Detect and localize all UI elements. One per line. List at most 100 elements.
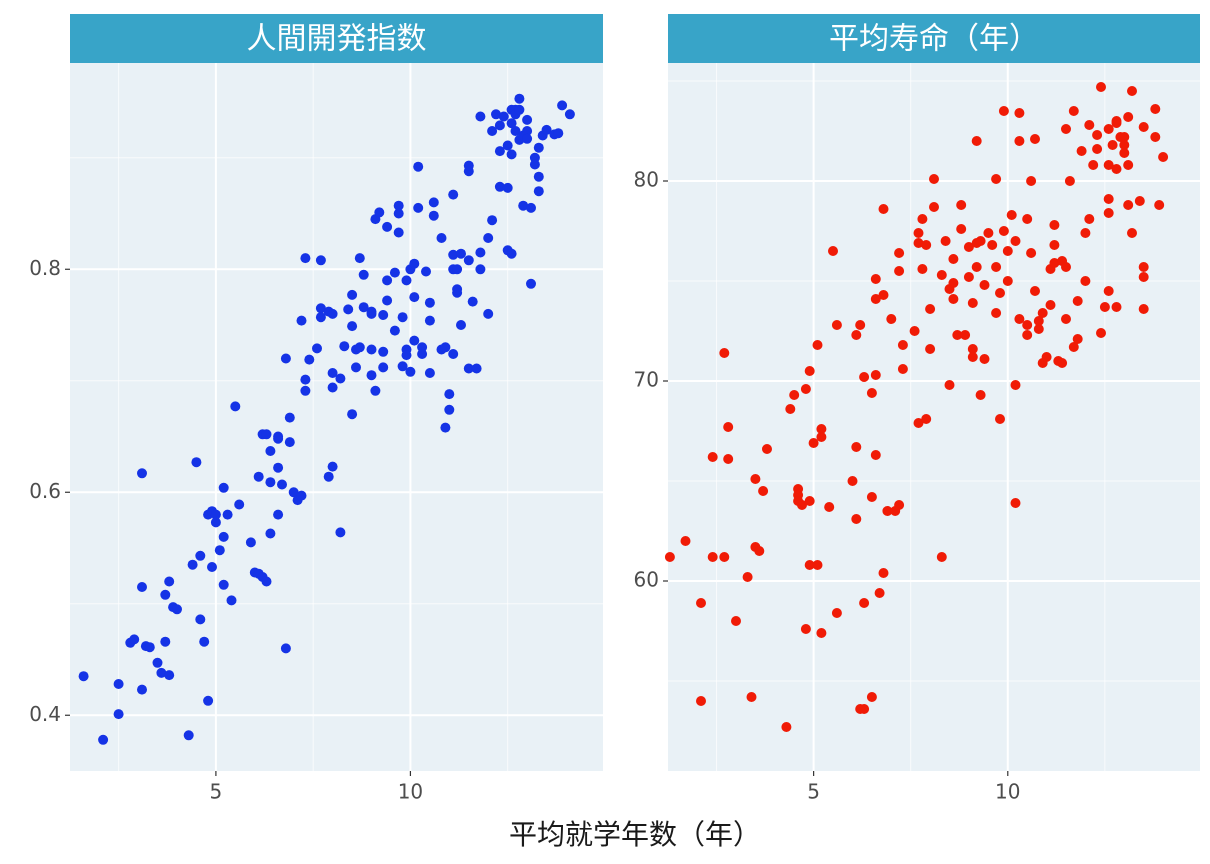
scatter-point-life-expectancy [816, 432, 827, 442]
scatter-point-life-expectancy [696, 696, 706, 706]
scatter-point-hdi [533, 171, 544, 182]
scatter-point-life-expectancy [925, 344, 936, 354]
scatter-point-hdi [222, 509, 233, 520]
scatter-point-life-expectancy [975, 390, 986, 400]
scatter-point-life-expectancy [1138, 122, 1149, 132]
scatter-point-hdi [172, 604, 182, 615]
scatter-point-life-expectancy [913, 238, 924, 248]
scatter-point-life-expectancy [1049, 258, 1060, 268]
scatter-point-life-expectancy [1119, 140, 1130, 150]
scatter-point-life-expectancy [781, 722, 792, 732]
scatter-point-life-expectancy [742, 572, 753, 582]
scatter-point-life-expectancy [1002, 276, 1013, 286]
scatter-point-hdi [452, 284, 463, 295]
scatter-point-hdi [144, 642, 155, 653]
scatter-point-hdi [401, 275, 412, 286]
scatter-point-life-expectancy [1033, 324, 1044, 334]
scatter-point-life-expectancy [828, 246, 838, 256]
scatter-point-life-expectancy [1127, 228, 1137, 238]
scatter-point-life-expectancy [1111, 164, 1122, 174]
scatter-point-life-expectancy [878, 204, 889, 214]
scatter-point-hdi [533, 186, 544, 197]
scatter-point-hdi [389, 325, 400, 336]
scatter-point-life-expectancy [967, 298, 978, 308]
scatter-point-hdi [191, 457, 202, 468]
scatter-point-life-expectancy [1045, 300, 1056, 310]
scatter-point-hdi [491, 109, 501, 120]
scatter-point-hdi [358, 302, 369, 313]
scatter-point-life-expectancy [680, 536, 691, 546]
scatter-point-hdi [518, 200, 529, 211]
scatter-point-hdi [514, 104, 525, 115]
scatter-point-hdi [280, 353, 291, 364]
scatter-point-life-expectancy [1103, 208, 1114, 218]
scatter-point-life-expectancy [1022, 214, 1033, 224]
scatter-point-hdi [409, 292, 420, 303]
scatter-point-life-expectancy [894, 266, 905, 276]
scatter-point-life-expectancy [917, 264, 928, 274]
y-tick-label: 0.4 [29, 702, 61, 726]
scatter-point-hdi [456, 320, 466, 330]
scatter-point-hdi [347, 321, 358, 332]
scatter-point-hdi [389, 267, 400, 278]
scatter-point-hdi [210, 509, 221, 520]
scatter-point-hdi [315, 303, 326, 314]
panel-background-hdi [70, 63, 603, 771]
scatter-point-life-expectancy [1119, 148, 1130, 158]
scatter-point-life-expectancy [804, 366, 815, 376]
scatter-point-hdi [366, 344, 377, 355]
scatter-point-life-expectancy [1030, 286, 1040, 296]
scatter-point-life-expectancy [967, 352, 978, 362]
scatter-point-life-expectancy [866, 492, 877, 502]
scatter-point-hdi [428, 197, 439, 208]
scatter-point-life-expectancy [1010, 498, 1021, 508]
scatter-point-life-expectancy [882, 506, 893, 516]
scatter-point-hdi [351, 362, 361, 373]
scatter-point-hdi [183, 730, 194, 741]
scatter-point-life-expectancy [762, 444, 772, 454]
scatter-point-life-expectancy [1022, 320, 1033, 330]
scatter-point-hdi [409, 258, 420, 269]
scatter-point-life-expectancy [1150, 132, 1161, 142]
scatter-point-life-expectancy [804, 560, 815, 570]
scatter-point-hdi [448, 189, 459, 200]
scatter-point-life-expectancy [886, 314, 897, 324]
scatter-point-life-expectancy [866, 388, 877, 398]
scatter-point-hdi [335, 527, 346, 538]
scatter-point-hdi [382, 295, 393, 306]
scatter-point-life-expectancy [1026, 248, 1037, 258]
scatter-point-hdi [506, 118, 517, 129]
scatter-point-life-expectancy [878, 290, 889, 300]
scatter-point-hdi [129, 634, 140, 645]
scatter-point-life-expectancy [1033, 316, 1044, 326]
points-life-expectancy [664, 82, 1169, 732]
scatter-point-life-expectancy [723, 422, 734, 432]
scatter-point-life-expectancy [971, 136, 982, 146]
scatter-point-hdi [475, 111, 486, 122]
scatter-point-hdi [393, 208, 404, 219]
scatter-point-life-expectancy [808, 438, 819, 448]
scatter-point-hdi [265, 477, 276, 488]
scatter-point-life-expectancy [1134, 196, 1145, 206]
scatter-point-hdi [164, 670, 175, 681]
scatter-point-hdi [113, 679, 124, 689]
scatter-point-hdi [218, 482, 229, 493]
scatter-point-hdi [526, 278, 536, 289]
scatter-point-hdi [498, 111, 509, 122]
scatter-point-hdi [164, 576, 175, 587]
scatter-point-hdi [300, 253, 311, 264]
scatter-point-hdi [265, 446, 276, 456]
scatter-point-hdi [475, 264, 486, 275]
scatter-point-life-expectancy [1061, 262, 1071, 272]
scatter-point-hdi [261, 429, 272, 440]
scatter-point-hdi [210, 517, 221, 528]
scatter-point-hdi [467, 296, 478, 307]
scatter-point-life-expectancy [963, 242, 974, 252]
scatter-point-life-expectancy [894, 248, 905, 258]
scatter-point-life-expectancy [1076, 146, 1087, 156]
scatter-point-hdi [218, 531, 229, 542]
scatter-point-life-expectancy [991, 308, 1002, 318]
scatter-point-hdi [456, 248, 466, 259]
scatter-point-life-expectancy [1080, 276, 1091, 286]
scatter-point-life-expectancy [1127, 86, 1137, 96]
